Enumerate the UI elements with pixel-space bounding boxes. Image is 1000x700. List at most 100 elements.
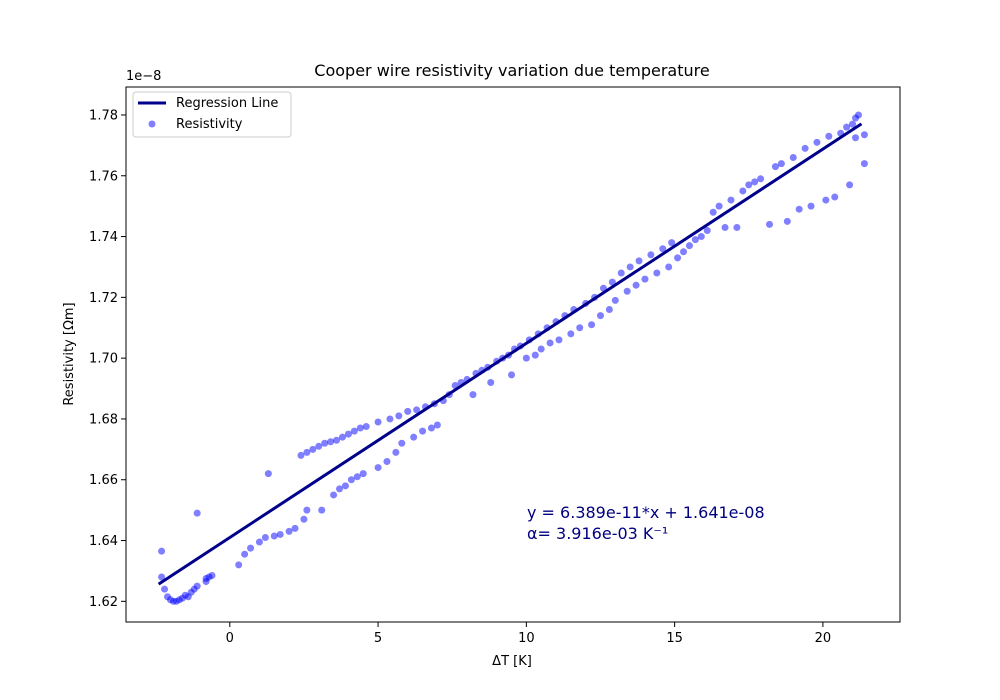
data-point	[860, 160, 868, 168]
data-point	[668, 239, 676, 247]
x-tick-label: 0	[226, 631, 234, 646]
data-point	[727, 196, 735, 204]
data-point	[161, 585, 169, 593]
data-point	[193, 582, 201, 590]
data-point	[158, 547, 166, 555]
data-point	[208, 571, 216, 579]
data-point	[341, 482, 349, 490]
data-point	[276, 530, 284, 538]
data-point	[303, 448, 311, 456]
data-point	[241, 550, 249, 558]
data-point	[739, 187, 747, 195]
data-point	[297, 451, 305, 459]
data-point	[300, 515, 308, 523]
data-point	[327, 438, 335, 446]
x-tick-label: 10	[518, 631, 535, 646]
data-point	[395, 412, 403, 420]
data-point	[605, 306, 613, 314]
data-point	[846, 181, 854, 189]
data-point	[623, 287, 631, 295]
data-point	[291, 524, 299, 532]
data-point	[680, 248, 688, 256]
data-point	[813, 138, 821, 146]
data-point	[801, 144, 809, 152]
data-point	[469, 391, 477, 399]
data-point	[247, 544, 255, 552]
data-point	[653, 269, 661, 277]
y-axis-label: Resistivity [Ωm]	[62, 302, 77, 405]
y-tick-label: 1.68	[89, 412, 118, 427]
data-point	[522, 354, 530, 362]
data-point	[427, 424, 435, 432]
y-tick-label: 1.62	[89, 595, 118, 610]
data-point	[576, 324, 584, 332]
data-point	[315, 442, 323, 450]
data-point	[777, 160, 785, 168]
data-point	[193, 509, 201, 517]
data-point	[333, 436, 341, 444]
data-point	[531, 351, 539, 359]
equation-annotation: y = 6.389e-11*x + 1.641e-08	[527, 503, 765, 522]
y-tick-label: 1.74	[89, 230, 118, 245]
legend-point-swatch	[148, 120, 156, 128]
legend-label-regression: Regression Line	[176, 96, 278, 111]
data-point	[330, 491, 338, 499]
x-tick-label: 20	[815, 631, 832, 646]
y-tick-label: 1.72	[89, 291, 118, 306]
data-point	[546, 339, 554, 347]
data-point	[433, 421, 441, 429]
data-point	[709, 208, 717, 216]
data-point	[404, 407, 412, 415]
data-point	[508, 371, 516, 379]
data-point	[608, 278, 616, 286]
data-point	[849, 120, 857, 128]
data-point	[555, 336, 563, 344]
data-point	[537, 345, 545, 353]
data-point	[665, 263, 673, 271]
data-point	[822, 196, 830, 204]
data-point	[353, 473, 361, 481]
data-point	[854, 111, 862, 119]
data-point	[757, 175, 765, 183]
data-point	[318, 506, 326, 514]
data-point	[659, 245, 667, 253]
data-point	[158, 573, 166, 581]
data-point	[697, 233, 705, 241]
chart-title: Cooper wire resistivity variation due te…	[314, 61, 709, 80]
y-tick-label: 1.66	[89, 473, 118, 488]
data-point	[487, 378, 495, 386]
regression-line	[157, 122, 863, 586]
data-point	[632, 281, 640, 289]
data-point	[303, 506, 311, 514]
x-axis: 0 5 10 15 20	[226, 622, 832, 646]
data-point	[825, 132, 833, 140]
data-point	[359, 470, 367, 478]
legend-label-resistivity: Resistivity	[176, 117, 243, 132]
data-point	[588, 321, 596, 329]
data-point	[338, 433, 346, 441]
data-point	[321, 439, 329, 447]
data-point	[766, 220, 774, 228]
data-point	[617, 269, 625, 277]
data-point	[831, 193, 839, 201]
data-point	[336, 485, 344, 493]
x-axis-label: ΔT [K]	[492, 654, 532, 669]
legend-frame	[132, 91, 292, 138]
data-point	[419, 427, 427, 435]
data-point	[410, 433, 418, 441]
data-point	[596, 312, 604, 320]
data-point	[383, 458, 391, 465]
data-point	[860, 131, 868, 139]
data-point	[285, 527, 293, 535]
data-point	[611, 296, 619, 304]
data-point	[783, 217, 791, 225]
data-point	[374, 464, 382, 472]
data-point	[641, 275, 649, 283]
y-offset-text: 1e−8	[126, 69, 161, 84]
legend: Regression Line Resistivity	[132, 91, 292, 138]
data-point	[270, 532, 278, 540]
data-point	[703, 226, 711, 234]
x-tick-label: 5	[374, 631, 382, 646]
data-point	[344, 430, 352, 438]
